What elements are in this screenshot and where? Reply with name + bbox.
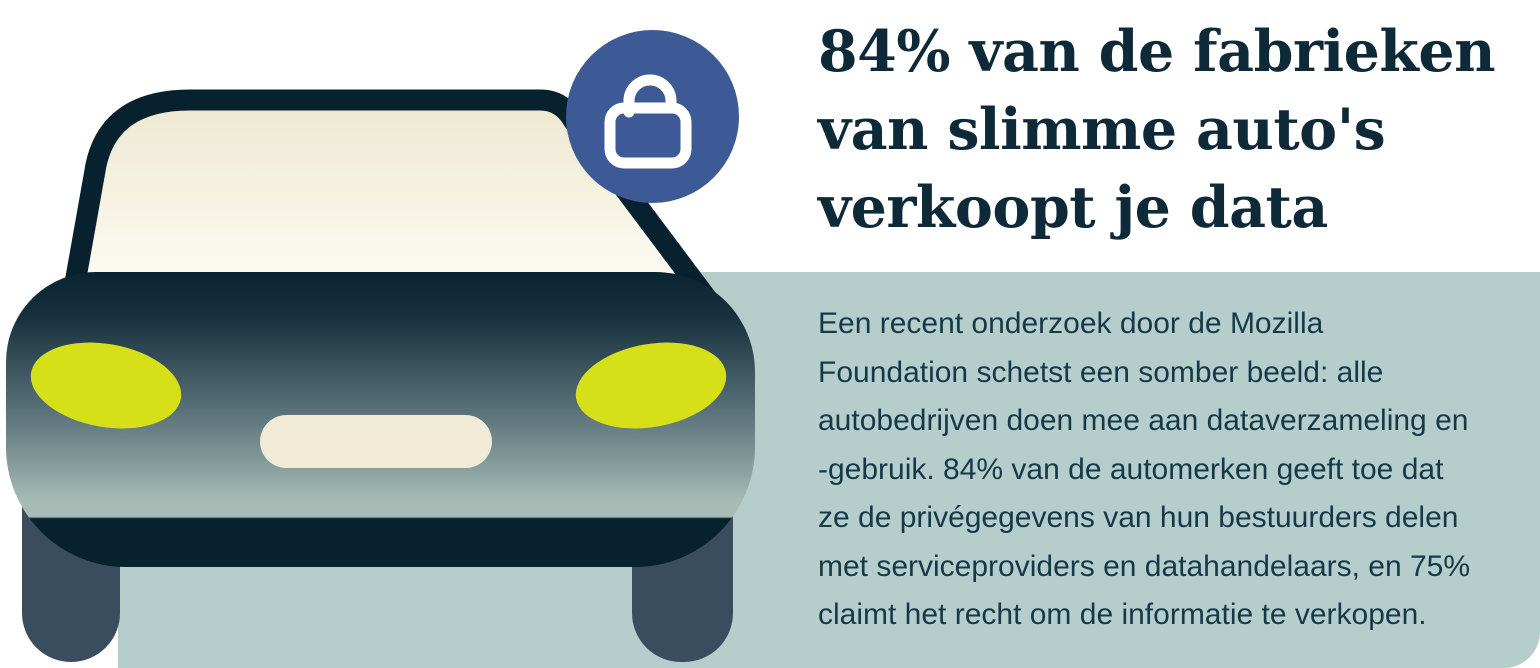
paragraph-line-5: ze de privégegevens van hun bestuurders … [818, 501, 1459, 534]
unlock-icon [604, 74, 692, 169]
paragraph-line-2: Foundation schetst een somber beeld: all… [818, 355, 1384, 389]
paragraph-line-7: claimt het recht om de informatie te ver… [818, 598, 1427, 631]
paragraph-line-1: Een recent onderzoek door de Mozilla [818, 307, 1324, 340]
headline-line-3: verkoopt je data [818, 174, 1328, 241]
page-title: 84% van de fabrieken van slimme auto's v… [818, 13, 1496, 247]
license-plate [260, 415, 492, 468]
paragraph-line-3: autobedrijven doen mee aan dataverzameli… [818, 404, 1469, 437]
panel-paragraph: Een recent onderzoek door de Mozilla Fou… [818, 300, 1470, 640]
headline-line-1: 84% van de fabrieken [818, 18, 1496, 85]
paragraph-line-6: met serviceproviders en datahandelaars, … [818, 549, 1471, 583]
paragraph-line-4: -gebruik. 84% van de automerken geeft to… [818, 452, 1444, 486]
headline-line-2: van slimme auto's [818, 96, 1386, 163]
unlock-badge [566, 30, 739, 203]
